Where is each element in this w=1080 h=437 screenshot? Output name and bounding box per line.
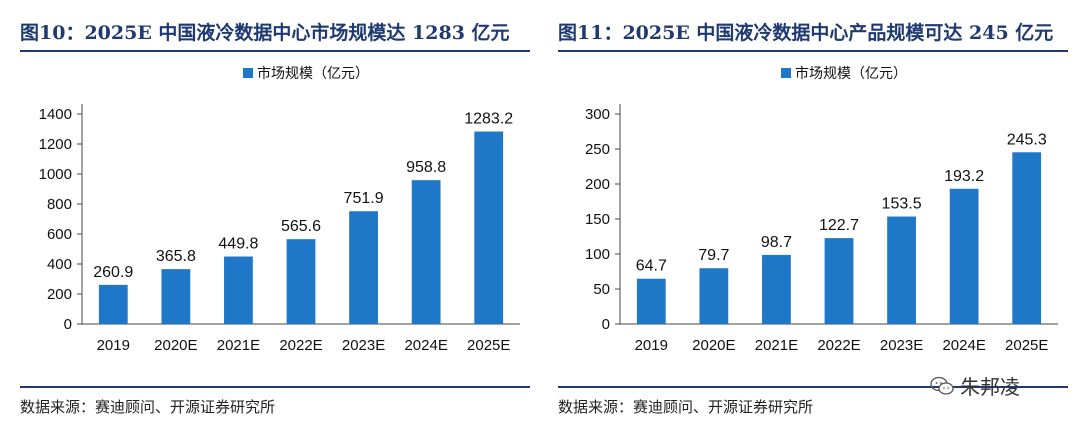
data-source: 数据来源：赛迪顾问、开源证券研究所: [558, 398, 814, 416]
y-tick-label: 200: [47, 286, 72, 303]
legend-label: 市场规模（亿元）: [257, 65, 369, 82]
y-tick-label: 50: [593, 281, 610, 298]
x-tick-label: 2023E: [342, 337, 385, 354]
footer-divider: [20, 386, 530, 388]
wechat-icon: [930, 376, 954, 395]
bar: [636, 278, 666, 324]
data-source: 数据来源：赛迪顾问、开源证券研究所: [20, 398, 276, 416]
watermark: 朱邦凌: [930, 371, 1020, 400]
x-tick-label: 2022E: [817, 337, 860, 354]
title-divider: [558, 50, 1068, 52]
data-label: 751.9: [344, 190, 384, 207]
y-tick-label: 400: [47, 256, 72, 273]
y-tick-label: 0: [602, 316, 610, 333]
x-tick-label: 2019: [635, 337, 668, 354]
bar: [762, 254, 791, 324]
data-label: 122.7: [819, 217, 859, 234]
data-label: 565.6: [281, 218, 321, 235]
legend-swatch: [781, 68, 791, 78]
bar: [699, 268, 729, 324]
data-label: 365.8: [156, 248, 196, 265]
y-tick-label: 1000: [39, 166, 72, 183]
x-tick-label: 2025E: [1005, 337, 1048, 354]
y-tick-label: 250: [585, 141, 610, 158]
data-label: 260.9: [93, 264, 133, 281]
footer-divider: [558, 386, 1068, 388]
y-tick-label: 600: [47, 226, 72, 243]
watermark-text: 朱邦凌: [960, 375, 1020, 399]
data-label: 1283.2: [464, 111, 513, 128]
figure-title: 图11：2025E 中国液冷数据中心产品规模可达 245 亿元: [558, 22, 1054, 44]
bar: [887, 216, 916, 324]
y-tick-label: 1200: [39, 136, 72, 153]
legend-label: 市场规模（亿元）: [795, 65, 907, 82]
bar-chart-market-size: 市场规模（亿元） 0 200 400 600 800 1000 1200 1400 260.9 20…: [39, 65, 520, 354]
x-tick-label: 2020E: [692, 337, 735, 354]
x-tick-label: 2024E: [942, 337, 985, 354]
x-tick-label: 2025E: [467, 337, 510, 354]
data-label: 64.7: [636, 258, 667, 275]
bar: [1012, 152, 1042, 324]
bar: [286, 239, 316, 324]
bar: [411, 180, 441, 324]
y-tick-label: 300: [585, 106, 610, 123]
bar: [824, 238, 854, 324]
bar: [224, 256, 253, 324]
data-label: 958.8: [406, 159, 446, 176]
title-divider: [20, 50, 530, 52]
y-tick-label: 200: [585, 176, 610, 193]
data-label: 449.8: [218, 236, 258, 253]
bar-chart-product-size: 市场规模（亿元） 0 50 100 150 200 250 300 64.7 2019 79.7 20…: [585, 65, 1058, 354]
bar: [949, 188, 979, 324]
bar: [98, 284, 128, 324]
data-label: 79.7: [698, 247, 729, 264]
y-tick-label: 0: [64, 316, 72, 333]
y-tick-label: 150: [585, 211, 610, 228]
data-label: 98.7: [761, 234, 792, 251]
x-tick-label: 2021E: [217, 337, 260, 354]
bar: [349, 211, 378, 324]
figure-title: 图10：2025E 中国液冷数据中心市场规模达 1283 亿元: [20, 22, 510, 44]
data-label: 245.3: [1007, 131, 1047, 148]
chart-panel-product-size: 图11：2025E 中国液冷数据中心产品规模可达 245 亿元 市场规模（亿元）…: [548, 0, 1068, 437]
x-tick-label: 2023E: [880, 337, 923, 354]
x-tick-label: 2021E: [755, 337, 798, 354]
y-tick-label: 100: [585, 246, 610, 263]
x-tick-label: 2019: [97, 337, 130, 354]
data-label: 193.2: [944, 168, 984, 185]
chart-panel-market-size: 图10：2025E 中国液冷数据中心市场规模达 1283 亿元 市场规模（亿元）…: [10, 0, 530, 437]
x-tick-label: 2024E: [404, 337, 447, 354]
y-tick-label: 1400: [39, 106, 72, 123]
x-tick-label: 2022E: [279, 337, 322, 354]
data-label: 153.5: [882, 196, 922, 213]
y-tick-label: 800: [47, 196, 72, 213]
x-tick-label: 2020E: [154, 337, 197, 354]
bar: [474, 131, 504, 324]
bar: [161, 269, 191, 324]
legend-swatch: [243, 68, 253, 78]
